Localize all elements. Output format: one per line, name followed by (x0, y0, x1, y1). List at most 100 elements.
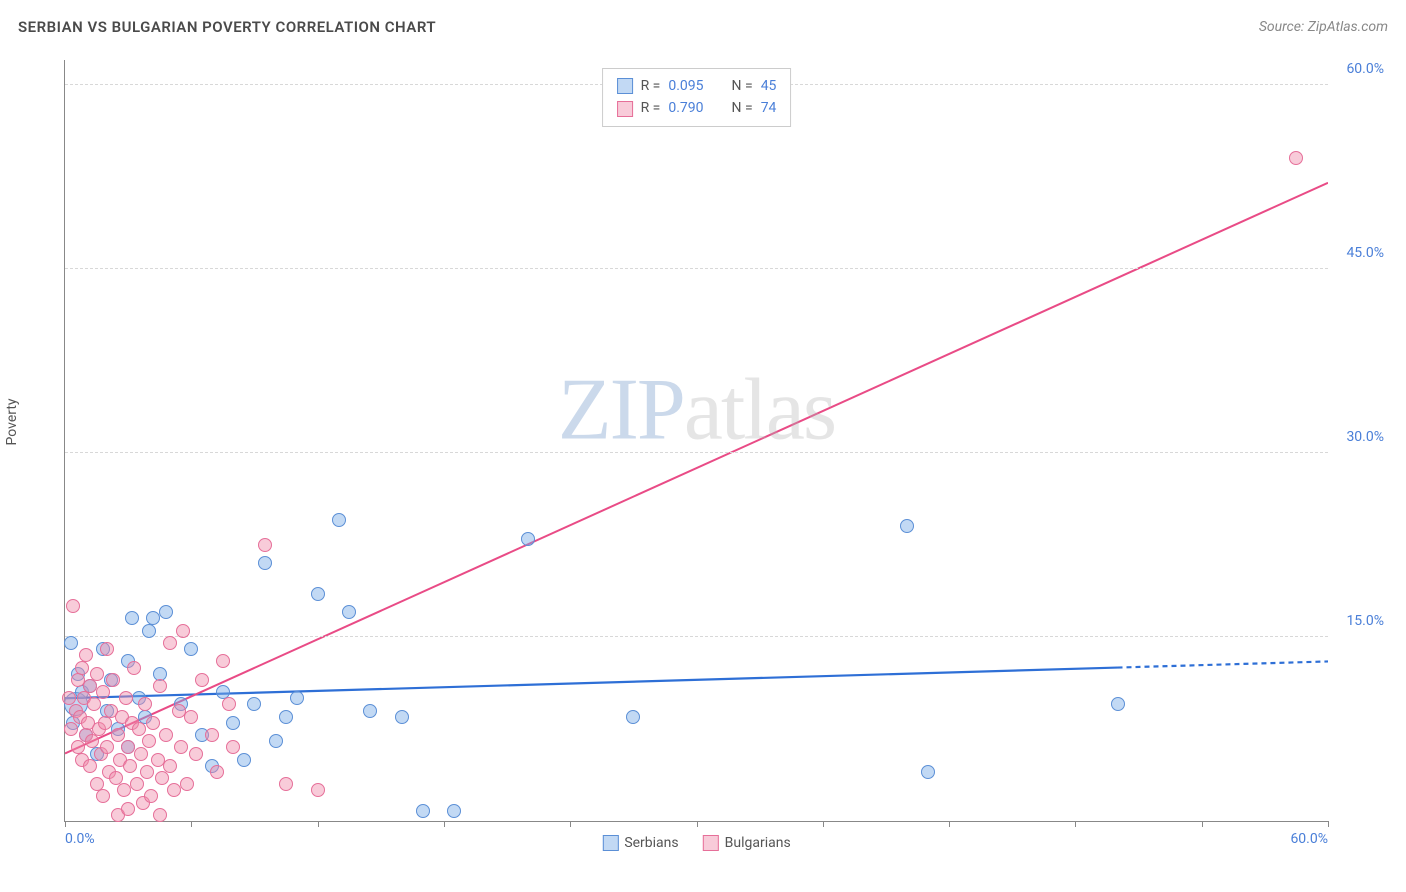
scatter-point (222, 697, 236, 711)
scatter-point (119, 691, 133, 705)
scatter-point (311, 587, 325, 601)
legend-swatch (617, 101, 633, 117)
legend-correlation: R = 0.095N = 45R = 0.790N = 74 (602, 68, 792, 127)
scatter-point (226, 740, 240, 754)
scatter-point (155, 771, 169, 785)
scatter-point (83, 759, 97, 773)
legend-series: Serbians Bulgarians (602, 835, 790, 851)
scatter-point (134, 747, 148, 761)
scatter-point (64, 722, 78, 736)
legend-row: R = 0.790N = 74 (617, 97, 777, 119)
scatter-point (180, 777, 194, 791)
scatter-point (96, 685, 110, 699)
scatter-point (247, 697, 261, 711)
scatter-point (184, 642, 198, 656)
legend-item: Bulgarians (703, 835, 791, 851)
watermark: ZIPatlas (558, 360, 835, 461)
x-tick-label: 0.0% (65, 831, 95, 847)
x-tick (570, 821, 571, 827)
legend-r-label: R = (641, 75, 661, 97)
chart-header: SERBIAN VS BULGARIAN POVERTY CORRELATION… (18, 18, 1388, 36)
x-tick (444, 821, 445, 827)
x-tick (1075, 821, 1076, 827)
y-tick-label: 45.0% (1346, 245, 1384, 261)
scatter-point (144, 789, 158, 803)
scatter-point (100, 740, 114, 754)
scatter-point (153, 808, 167, 822)
scatter-point (90, 667, 104, 681)
scatter-point (75, 661, 89, 675)
scatter-point (279, 710, 293, 724)
scatter-point (195, 673, 209, 687)
trend-line-extrapolated (1118, 661, 1329, 667)
x-tick (318, 821, 319, 827)
scatter-point (125, 611, 139, 625)
scatter-point (626, 710, 640, 724)
scatter-point (132, 722, 146, 736)
scatter-point (100, 642, 114, 656)
y-tick-label: 30.0% (1346, 429, 1384, 445)
x-tick (191, 821, 192, 827)
gridline (65, 452, 1328, 453)
scatter-point (395, 710, 409, 724)
scatter-point (921, 765, 935, 779)
x-tick (1202, 821, 1203, 827)
scatter-point (258, 556, 272, 570)
y-tick-label: 15.0% (1346, 613, 1384, 629)
scatter-point (174, 740, 188, 754)
legend-n-label: N = (732, 97, 753, 119)
chart-source: Source: ZipAtlas.com (1259, 19, 1388, 35)
legend-label: Serbians (624, 835, 678, 851)
scatter-point (342, 605, 356, 619)
chart-container: Poverty ZIPatlas R = 0.095N = 45R = 0.79… (18, 48, 1388, 874)
legend-row: R = 0.095 N = 45 (617, 75, 777, 97)
scatter-point (64, 636, 78, 650)
y-tick-label: 60.0% (1346, 61, 1384, 77)
legend-swatch (703, 835, 719, 851)
legend-n-value: 45 (761, 75, 777, 97)
legend-r-value: 0.790 (668, 97, 703, 119)
scatter-point (900, 519, 914, 533)
scatter-point (123, 759, 137, 773)
chart-title: SERBIAN VS BULGARIAN POVERTY CORRELATION… (18, 18, 436, 36)
scatter-point (87, 697, 101, 711)
x-tick (1328, 821, 1329, 827)
scatter-point (363, 704, 377, 718)
legend-swatch (617, 78, 633, 94)
scatter-point (1111, 697, 1125, 711)
scatter-point (311, 783, 325, 797)
scatter-point (98, 716, 112, 730)
scatter-point (159, 728, 173, 742)
scatter-point (79, 648, 93, 662)
scatter-point (159, 605, 173, 619)
scatter-point (106, 673, 120, 687)
scatter-point (521, 532, 535, 546)
legend-item: Serbians (602, 835, 678, 851)
legend-n-label: N = (732, 75, 753, 97)
scatter-point (127, 661, 141, 675)
y-axis-label: Poverty (4, 398, 20, 445)
scatter-point (142, 734, 156, 748)
scatter-point (140, 765, 154, 779)
scatter-point (279, 777, 293, 791)
scatter-point (258, 538, 272, 552)
scatter-point (138, 697, 152, 711)
scatter-point (189, 747, 203, 761)
scatter-point (447, 804, 461, 818)
scatter-point (153, 679, 167, 693)
scatter-point (269, 734, 283, 748)
scatter-point (216, 654, 230, 668)
x-tick (65, 821, 66, 827)
scatter-point (290, 691, 304, 705)
scatter-point (142, 624, 156, 638)
watermark-zip: ZIP (558, 362, 684, 459)
legend-r-value: 0.095 (668, 75, 703, 97)
scatter-point (163, 759, 177, 773)
x-tick (949, 821, 950, 827)
scatter-point (237, 753, 251, 767)
scatter-point (205, 728, 219, 742)
scatter-point (130, 777, 144, 791)
scatter-point (210, 765, 224, 779)
scatter-point (96, 789, 110, 803)
scatter-point (146, 716, 160, 730)
